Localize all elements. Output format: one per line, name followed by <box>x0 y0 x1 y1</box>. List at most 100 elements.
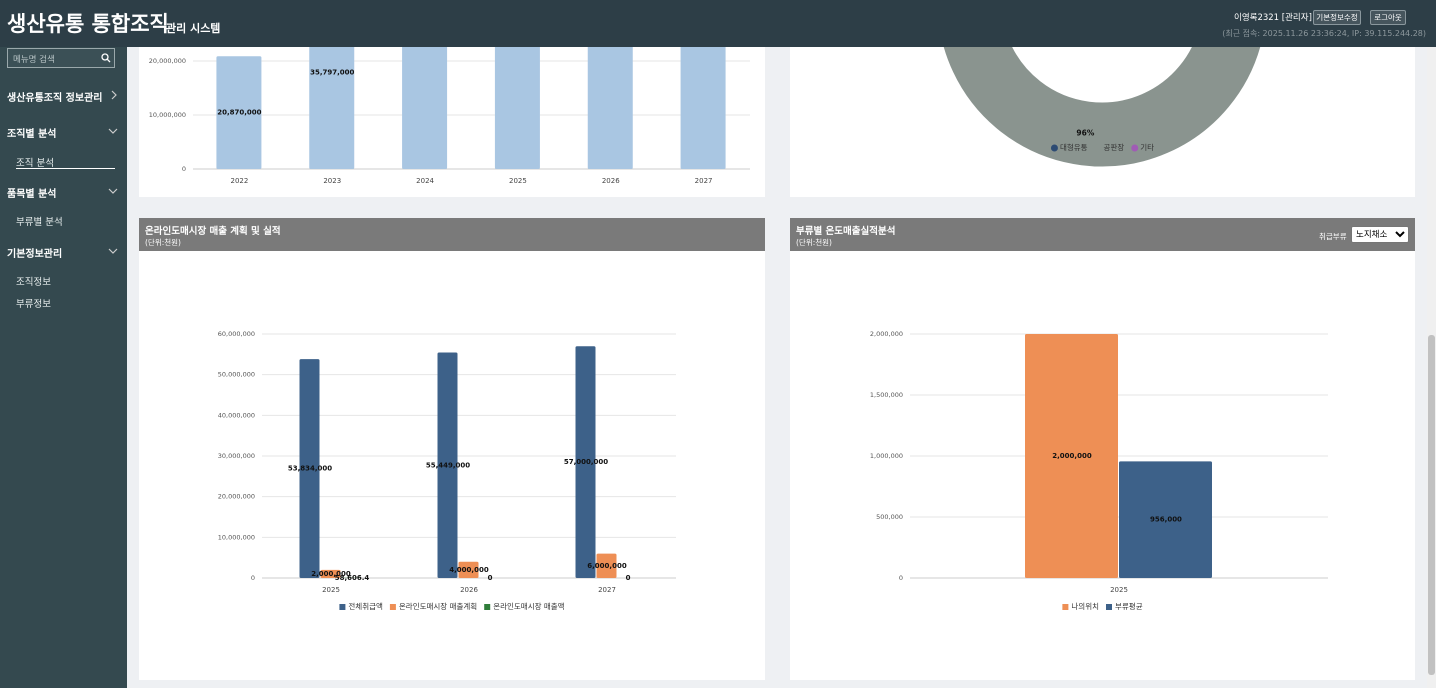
filter-label: 취급부류 <box>1319 232 1347 241</box>
user-info: 이영록2321 [관리자] <box>1234 13 1312 23</box>
search-icon <box>101 53 111 63</box>
bar <box>575 346 596 578</box>
submenu-item[interactable]: 조직 분석 <box>16 158 54 169</box>
y-tick-label: 500,000 <box>876 513 903 521</box>
x-tick-label: 2027 <box>695 177 713 185</box>
x-tick-label: 2025 <box>509 177 527 185</box>
y-tick-label: 10,000,000 <box>149 111 186 119</box>
panel: 96% 대형유통 공판장 기타 <box>790 47 1415 197</box>
y-tick-label: 40,000,000 <box>218 411 255 419</box>
legend-label: 전체취급액 <box>348 601 383 611</box>
value-label: 0 <box>626 574 631 582</box>
app-title: 생산유통 통합조직 <box>7 12 169 36</box>
bar <box>299 359 320 578</box>
value-label: 4,000,000 <box>449 566 489 574</box>
panel-subtitle: (단위:천원) <box>145 238 181 247</box>
y-tick-label: 20,000,000 <box>149 57 186 65</box>
x-tick-label: 2024 <box>416 177 434 185</box>
value-label: 57,000,000 <box>564 458 608 466</box>
menu-item[interactable]: 생산유통조직 정보관리 <box>7 93 103 104</box>
bar <box>587 47 633 169</box>
y-tick-label: 1,000,000 <box>870 452 903 460</box>
legend-swatch <box>484 604 491 610</box>
x-tick-label: 2022 <box>231 177 249 185</box>
y-tick-label: 60,000,000 <box>218 330 255 338</box>
scroll-thumb[interactable] <box>1428 335 1435 675</box>
y-tick-label: 20,000,000 <box>218 493 255 501</box>
value-label: 6,000,000 <box>587 562 627 570</box>
chart: 96% 대형유통 공판장 기타 <box>942 47 1262 168</box>
bar <box>402 47 448 169</box>
submenu-item[interactable]: 조직정보 <box>16 277 51 288</box>
search-box[interactable]: 메뉴명 검색 <box>7 48 115 68</box>
chart: 0 10,000,000 20,000,000 2022 20,870,000 2023 3… <box>149 47 750 185</box>
bar <box>1119 461 1212 578</box>
submenu-item[interactable]: 부류정보 <box>16 299 51 310</box>
y-tick-label: 50,000,000 <box>218 371 255 379</box>
bar <box>320 569 341 578</box>
legend: 전체취급액 온라인도매시장 매출계획 온라인도매시장 매출액 <box>339 601 565 611</box>
chevron-down <box>108 188 118 194</box>
value-label: 956,000 <box>1150 516 1182 524</box>
chevron-down <box>108 248 118 254</box>
value-label: 2,000,000 <box>311 570 351 578</box>
menu-item[interactable]: 기본정보관리 <box>7 249 63 260</box>
bar <box>596 553 617 578</box>
menu-item[interactable]: 품목별 분석 <box>7 189 57 200</box>
panel-header: 온라인도매시장 매출 계획 및 실적 (단위:천원) <box>139 218 765 251</box>
x-tick-label: 2025 <box>322 586 340 594</box>
edit-info-button[interactable]: 기본정보수정 <box>1313 10 1361 25</box>
legend-label: 기타 <box>1140 143 1154 152</box>
category-select[interactable]: 노지채소 <box>1351 226 1409 243</box>
y-tick-label: 0 <box>899 574 903 582</box>
legend: 나의위치 부류평균 <box>1062 601 1143 611</box>
menu-item[interactable]: 조직별 분석 <box>7 129 57 140</box>
scrollbar[interactable] <box>1427 47 1436 688</box>
value-label: 0 <box>488 574 493 582</box>
legend-swatch <box>1050 144 1058 152</box>
value-label: 58,606.4 <box>335 574 370 582</box>
x-tick-label: 2025 <box>1110 586 1128 594</box>
bar <box>680 47 726 169</box>
legend-label: 부류평균 <box>1115 601 1143 611</box>
logout-button[interactable]: 로그아웃 <box>1370 10 1406 25</box>
pie-slice <box>942 47 1262 168</box>
value-label: 35,797,000 <box>310 68 354 76</box>
last-login: (최근 접속: 2025.11.26 23:36:24, IP: 39.115.… <box>1222 29 1426 38</box>
legend-label: 나의위치 <box>1071 601 1099 611</box>
legend-swatch <box>1106 604 1112 610</box>
panel-header: 부류별 온도매출실적분석 (단위:천원) 취급부류 노지채소 <box>790 218 1415 251</box>
legend-swatch <box>1131 144 1139 152</box>
panel: 부류별 온도매출실적분석 (단위:천원) 취급부류 노지채소 0 500,000 1… <box>790 218 1415 680</box>
sidebar: 메뉴명 검색 생산유통조직 정보관리 조직별 분석 조직 분석 품목별 분석 부… <box>0 47 127 688</box>
x-tick-label: 2026 <box>602 177 620 185</box>
legend-swatch <box>389 604 396 610</box>
value-label: 2,000,000 <box>1052 452 1092 460</box>
legend-label: 공판장 <box>1104 142 1125 152</box>
bar <box>437 352 458 578</box>
panel: 온라인도매시장 매출 계획 및 실적 (단위:천원) 0 10,000,000 20… <box>139 218 765 680</box>
panel: 0 10,000,000 20,000,000 2022 20,870,000 2023 3… <box>139 47 765 197</box>
chevron-right <box>111 90 117 100</box>
panel-subtitle: (단위:천원) <box>796 238 832 247</box>
y-tick-label: 0 <box>251 574 255 582</box>
x-tick-label: 2023 <box>323 177 341 185</box>
header: 생산유통 통합조직 관리 시스템 이영록2321 [관리자] 기본정보수정 로그… <box>0 0 1436 47</box>
value-label: 55,449,000 <box>426 461 470 469</box>
legend-label: 온라인도매시장 매출액 <box>493 601 564 611</box>
panel-title: 온라인도매시장 매출 계획 및 실적 <box>145 226 281 237</box>
value-label: 53,834,000 <box>288 465 332 473</box>
bar <box>1025 334 1118 578</box>
chevron-down <box>108 128 118 134</box>
app-subtitle: 관리 시스템 <box>166 22 221 35</box>
y-tick-label: 2,000,000 <box>870 330 903 338</box>
submenu-item[interactable]: 부류별 분석 <box>16 217 63 228</box>
x-tick-label: 2027 <box>598 586 616 594</box>
y-tick-label: 0 <box>182 165 186 173</box>
chart: 0 10,000,000 20,000,000 30,000,000 40,000,00… <box>218 330 676 611</box>
bar <box>494 47 540 169</box>
search-placeholder: 메뉴명 검색 <box>13 55 55 65</box>
bar <box>216 56 262 169</box>
x-tick-label: 2026 <box>460 586 478 594</box>
